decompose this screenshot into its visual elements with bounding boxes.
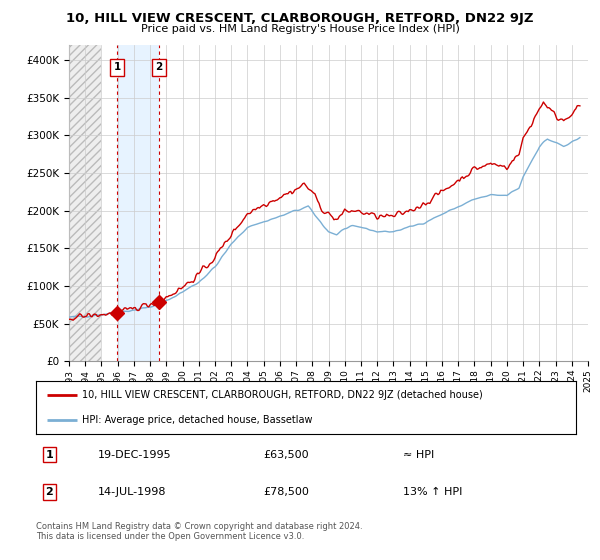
- Text: 10, HILL VIEW CRESCENT, CLARBOROUGH, RETFORD, DN22 9JZ (detached house): 10, HILL VIEW CRESCENT, CLARBOROUGH, RET…: [82, 390, 482, 400]
- Text: Contains HM Land Registry data © Crown copyright and database right 2024.
This d: Contains HM Land Registry data © Crown c…: [36, 522, 362, 542]
- Text: 1: 1: [113, 62, 121, 72]
- Text: HPI: Average price, detached house, Bassetlaw: HPI: Average price, detached house, Bass…: [82, 414, 313, 424]
- Text: 10, HILL VIEW CRESCENT, CLARBOROUGH, RETFORD, DN22 9JZ: 10, HILL VIEW CRESCENT, CLARBOROUGH, RET…: [66, 12, 534, 25]
- Text: 14-JUL-1998: 14-JUL-1998: [98, 487, 167, 497]
- Text: 1: 1: [46, 450, 53, 460]
- Text: Price paid vs. HM Land Registry's House Price Index (HPI): Price paid vs. HM Land Registry's House …: [140, 24, 460, 34]
- Bar: [117, 45, 159, 361]
- Text: 2: 2: [46, 487, 53, 497]
- Text: ≈ HPI: ≈ HPI: [403, 450, 434, 460]
- Text: 2: 2: [155, 62, 163, 72]
- Text: 13% ↑ HPI: 13% ↑ HPI: [403, 487, 463, 497]
- Text: £63,500: £63,500: [263, 450, 308, 460]
- Text: £78,500: £78,500: [263, 487, 308, 497]
- Text: 19-DEC-1995: 19-DEC-1995: [98, 450, 172, 460]
